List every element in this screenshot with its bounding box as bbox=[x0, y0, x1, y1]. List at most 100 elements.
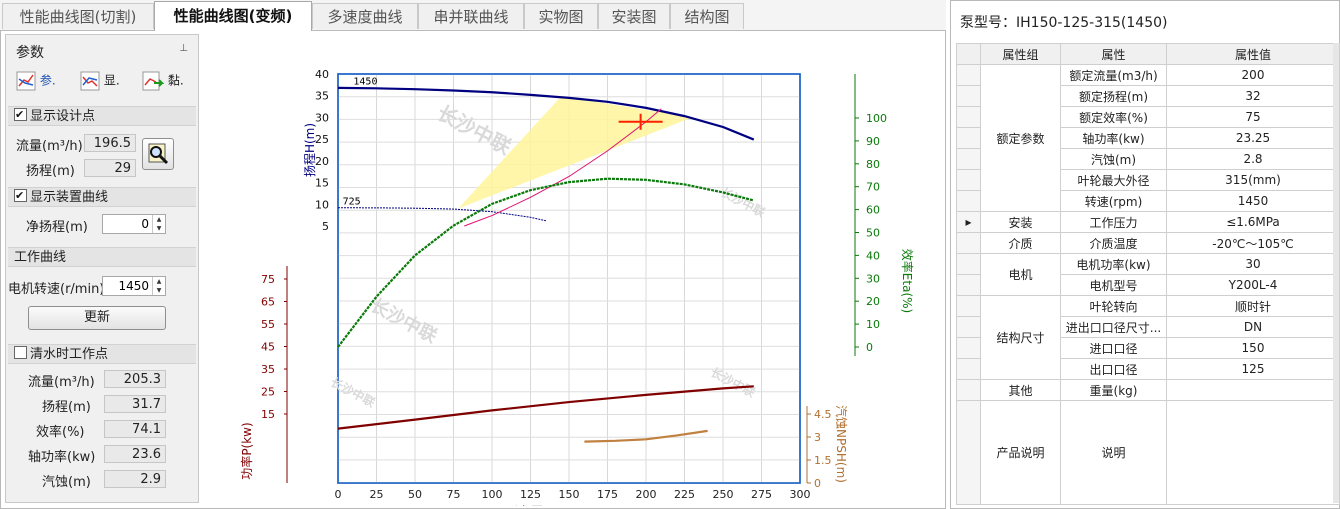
property-cell: 重量(kg) bbox=[1060, 379, 1167, 401]
table-row[interactable]: 电机 电机功率(kw) 30 bbox=[956, 253, 1340, 296]
x-tick-label: 0 bbox=[335, 488, 342, 501]
static-head-stepper[interactable]: ▲▼ bbox=[102, 214, 166, 234]
value-cell[interactable]: 2.8 bbox=[1166, 148, 1340, 170]
curve-params-icon bbox=[16, 71, 36, 91]
curve-display-button[interactable]: 显. bbox=[80, 71, 120, 101]
row-header[interactable] bbox=[956, 400, 981, 505]
tab-multi-speed[interactable]: 多速度曲线 bbox=[312, 3, 418, 29]
row-header[interactable] bbox=[956, 127, 981, 149]
table-row[interactable]: 额定效率(%) 75 bbox=[956, 106, 1340, 128]
static-head-input[interactable] bbox=[103, 215, 151, 233]
value-cell[interactable]: 1450 bbox=[1166, 190, 1340, 212]
col-header-property: 属性 bbox=[1060, 43, 1167, 65]
group-cell: 电机 bbox=[980, 253, 1061, 296]
system-curve-toggle[interactable]: 显示装置曲线 bbox=[8, 186, 196, 207]
tab-install[interactable]: 安装图 bbox=[598, 3, 670, 29]
row-header[interactable] bbox=[956, 169, 981, 191]
design-flow-value: 196.5 bbox=[84, 134, 136, 152]
row-header[interactable] bbox=[956, 253, 981, 275]
curve-label-1450: 1450 bbox=[353, 76, 377, 87]
eff-tick-label: 0 bbox=[866, 341, 873, 354]
value-cell[interactable]: 200 bbox=[1166, 64, 1340, 86]
system-curve-checkbox[interactable] bbox=[14, 186, 27, 206]
motor-speed-input[interactable] bbox=[103, 277, 151, 295]
panel-title: 参数 bbox=[16, 45, 44, 61]
tab-structure[interactable]: 结构图 bbox=[670, 3, 744, 29]
update-button[interactable]: 更新 bbox=[28, 306, 166, 330]
motor-speed-stepper[interactable]: ▲▼ bbox=[102, 276, 166, 296]
property-cell: 额定扬程(m) bbox=[1060, 85, 1167, 107]
value-cell[interactable]: 150 bbox=[1166, 337, 1340, 359]
head-tick-label: 20 bbox=[315, 155, 329, 168]
row-header[interactable] bbox=[956, 106, 981, 128]
value-cell[interactable] bbox=[1166, 379, 1340, 401]
curve-params-button[interactable]: 参. bbox=[16, 71, 56, 101]
cw-eff-label: 效率(%) bbox=[36, 425, 85, 440]
value-cell[interactable]: 顺时针 bbox=[1166, 295, 1340, 317]
clear-water-checkbox[interactable] bbox=[14, 346, 27, 359]
row-header[interactable] bbox=[956, 295, 981, 317]
table-row[interactable]: 进出口口径尺寸... DN bbox=[956, 316, 1340, 338]
design-point-toggle[interactable]: 显示设计点 bbox=[8, 105, 196, 126]
series-line-eff bbox=[337, 177, 755, 348]
table-row[interactable]: 汽蚀(m) 2.8 bbox=[956, 148, 1340, 170]
npsh-tick-label: 0 bbox=[814, 477, 821, 490]
value-cell[interactable]: ≤1.6MPa bbox=[1166, 211, 1340, 233]
property-cell: 叶轮转向 bbox=[1060, 295, 1167, 317]
row-header[interactable] bbox=[956, 232, 981, 254]
tab-photo[interactable]: 实物图 bbox=[524, 3, 598, 29]
property-panel: 泵型号：IH150-125-315(1450) 属性组 属性 属性值 额定参数额… bbox=[950, 0, 1340, 509]
zoom-search-button[interactable] bbox=[142, 138, 174, 170]
row-header[interactable] bbox=[956, 316, 981, 338]
row-header[interactable]: ▸ bbox=[956, 211, 981, 233]
table-row[interactable]: 产品说明 说明 bbox=[956, 400, 1340, 505]
clear-water-toggle[interactable]: 清水时工作点 bbox=[8, 344, 196, 364]
value-cell[interactable]: 30 bbox=[1166, 253, 1340, 275]
row-header[interactable] bbox=[956, 64, 981, 86]
value-cell[interactable]: -20℃～105℃ bbox=[1166, 232, 1340, 254]
row-header[interactable] bbox=[956, 337, 981, 359]
table-row[interactable]: 电机型号 Y200L-4 bbox=[956, 274, 1340, 296]
eff-tick-label: 100 bbox=[866, 112, 887, 125]
row-header[interactable] bbox=[956, 148, 981, 170]
table-row[interactable]: 介质 介质温度 -20℃～105℃ bbox=[956, 232, 1340, 254]
value-cell[interactable]: 315(mm) bbox=[1166, 169, 1340, 191]
property-cell: 说明 bbox=[1060, 400, 1167, 505]
value-cell[interactable]: Y200L-4 bbox=[1166, 274, 1340, 296]
table-row[interactable]: 转速(rpm) 1450 bbox=[956, 190, 1340, 212]
performance-chart[interactable]: 0 25 50 75 100 125 150 175 200 225 250 275 300510152… bbox=[231, 66, 921, 506]
table-row[interactable]: 进口口径 150 bbox=[956, 337, 1340, 359]
tab-curve-vfd[interactable]: 性能曲线图(变频) bbox=[154, 1, 312, 31]
tab-series-parallel[interactable]: 串并联曲线 bbox=[418, 3, 524, 29]
viscosity-button[interactable]: 黏. bbox=[142, 71, 184, 101]
property-cell: 进出口口径尺寸... bbox=[1060, 316, 1167, 338]
table-row[interactable]: ▸ 安装 工作压力 ≤1.6MPa bbox=[956, 211, 1340, 233]
row-header[interactable] bbox=[956, 379, 981, 401]
value-cell[interactable]: 75 bbox=[1166, 106, 1340, 128]
row-header[interactable] bbox=[956, 358, 981, 380]
vertical-scrollbar[interactable] bbox=[1333, 43, 1339, 503]
stepper-arrows-icon[interactable]: ▲ ▼ bbox=[152, 215, 165, 233]
tab-curve-trim[interactable]: 性能曲线图(切割) bbox=[2, 3, 154, 29]
table-row[interactable]: 结构尺寸 叶轮转向 顺时针 bbox=[956, 295, 1340, 380]
stepper-arrows-icon[interactable]: ▲ ▼ bbox=[152, 277, 165, 295]
value-cell[interactable]: 23.25 bbox=[1166, 127, 1340, 149]
property-cell: 出口口径 bbox=[1060, 358, 1167, 380]
eff-tick-label: 50 bbox=[866, 227, 880, 240]
row-header-corner bbox=[956, 43, 981, 65]
pin-icon[interactable]: ⊥ bbox=[179, 43, 188, 54]
value-cell[interactable]: 125 bbox=[1166, 358, 1340, 380]
eff-tick-label: 60 bbox=[866, 204, 880, 217]
table-row[interactable]: 额定参数 额定流量(m3/h) 200 bbox=[956, 64, 1340, 212]
row-header[interactable] bbox=[956, 85, 981, 107]
value-cell[interactable]: 32 bbox=[1166, 85, 1340, 107]
value-cell[interactable] bbox=[1166, 400, 1340, 505]
table-row[interactable]: 其他 重量(kg) bbox=[956, 379, 1340, 401]
row-header[interactable] bbox=[956, 274, 981, 296]
series-line-power bbox=[337, 385, 754, 430]
value-cell[interactable]: DN bbox=[1166, 316, 1340, 338]
design-head-value: 29 bbox=[84, 159, 136, 177]
table-row[interactable]: 轴功率(kw) 23.25 bbox=[956, 127, 1340, 149]
row-header[interactable] bbox=[956, 190, 981, 212]
design-point-checkbox[interactable] bbox=[14, 105, 27, 125]
